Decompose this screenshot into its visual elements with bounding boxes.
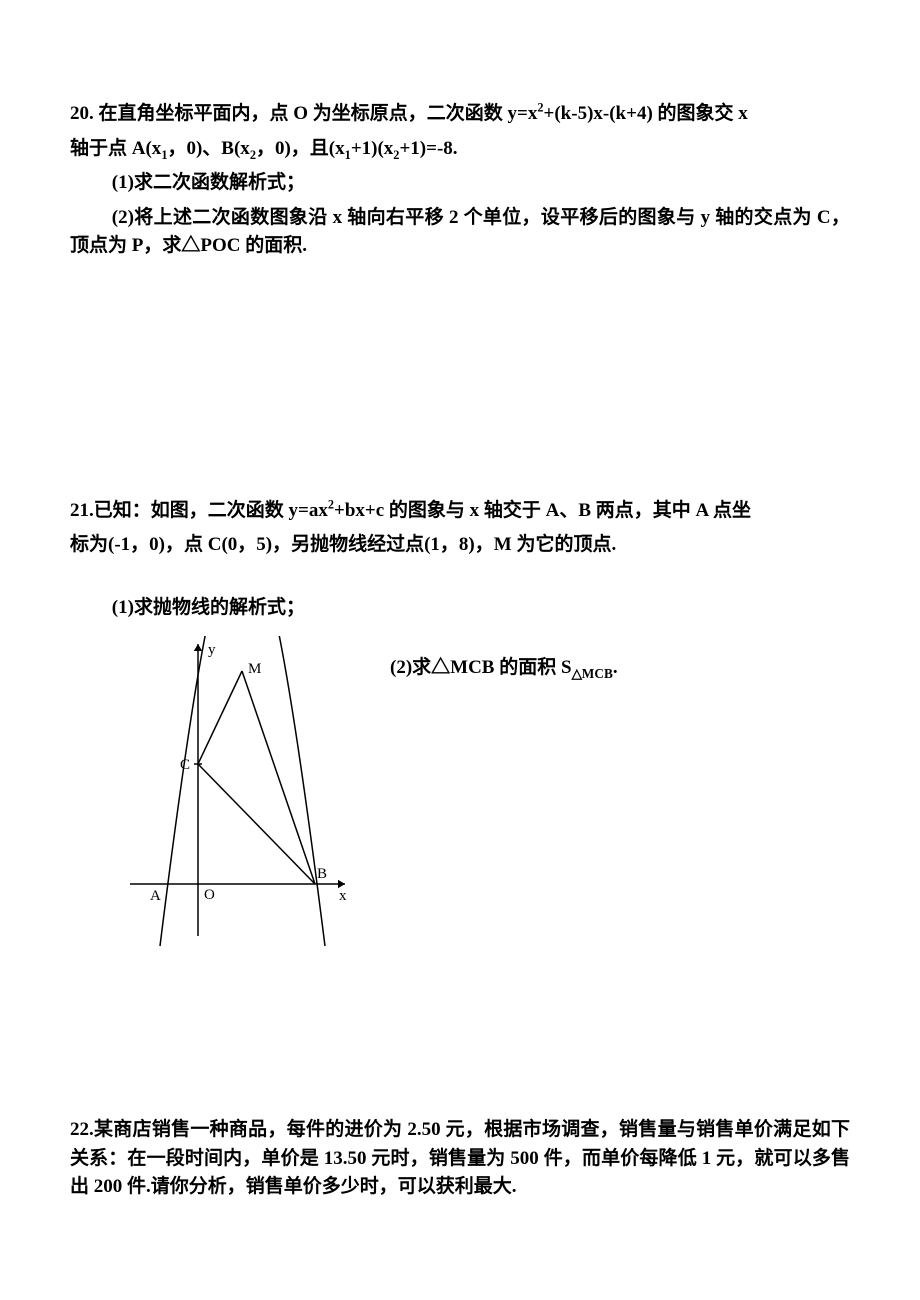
q20-part2: (2)将上述二次函数图象沿 x 轴向右平移 2 个单位，设平移后的图象与 y 轴… xyxy=(70,204,850,261)
q20-l1a: 在直角坐标平面内，点 O 为坐标原点，二次函数 y=x xyxy=(99,103,538,124)
q20-l2b: ，0)、B(x xyxy=(167,138,249,159)
svg-text:C: C xyxy=(180,757,190,773)
q20-l2d: +1)(x xyxy=(351,138,393,159)
q21-line2: 标为(-1，0)，点 C(0，5)，另抛物线经过点(1，8)，M 为它的顶点. xyxy=(70,531,850,560)
q21-part2: (2)求△MCB 的面积 S△MCB. xyxy=(390,636,850,683)
spacer-20-21 xyxy=(70,267,850,497)
spacer-21-22 xyxy=(70,966,850,1116)
q21-p2b: . xyxy=(613,657,618,678)
q20-line2: 轴于点 A(x1，0)、B(x2，0)，且(x1+1)(x2+1)=-8. xyxy=(70,135,850,164)
q21-p2a: (2)求△MCB 的面积 S xyxy=(390,657,572,678)
svg-text:y: y xyxy=(208,642,216,658)
spacer-21b xyxy=(70,628,850,634)
svg-text:B: B xyxy=(317,866,327,882)
q20-line1: 20. 在直角坐标平面内，点 O 为坐标原点，二次函数 y=x2+(k-5)x-… xyxy=(70,100,850,129)
svg-text:x: x xyxy=(339,888,347,904)
q20-l2e: +1)=-8. xyxy=(399,138,457,159)
svg-text:M: M xyxy=(248,661,261,677)
page-root: 20. 在直角坐标平面内，点 O 为坐标原点，二次函数 y=x2+(k-5)x-… xyxy=(0,0,920,1300)
q20-number: 20. xyxy=(70,103,94,124)
q21-l1a: 已知：如图，二次函数 y=ax xyxy=(94,500,328,521)
parabola-chart: y x M C A B O xyxy=(120,636,360,966)
q22-number: 22. xyxy=(70,1119,94,1140)
svg-text:A: A xyxy=(150,888,161,904)
q20-l2c: ，0)，且(x xyxy=(256,138,345,159)
q22-text: 某商店销售一种商品，每件的进价为 2.50 元，根据市场调查，销售量与销售单价满… xyxy=(70,1119,850,1197)
q21-line1: 21.已知：如图，二次函数 y=ax2+bx+c 的图象与 x 轴交于 A、B … xyxy=(70,497,850,526)
q21-number: 21. xyxy=(70,500,94,521)
q20-part1: (1)求二次函数解析式； xyxy=(70,169,850,198)
q21-chart-row: y x M C A B O (2)求△MCB 的面积 S△MCB. xyxy=(70,636,850,966)
q20-l1b: +(k-5)x-(k+4) 的图象交 x xyxy=(544,103,748,124)
svg-text:O: O xyxy=(204,887,215,903)
q21-part1: (1)求抛物线的解析式； xyxy=(70,594,850,623)
q21-chart-cell: y x M C A B O xyxy=(70,636,390,966)
q21-l1b: +bx+c 的图象与 x 轴交于 A、B 两点，其中 A 点坐 xyxy=(334,500,751,521)
q22-block: 22.某商店销售一种商品，每件的进价为 2.50 元，根据市场调查，销售量与销售… xyxy=(70,1116,850,1202)
q20-l2a: 轴于点 A(x xyxy=(70,138,161,159)
q21-p2-sub: △MCB xyxy=(572,666,613,681)
spacer-21a xyxy=(70,566,850,594)
